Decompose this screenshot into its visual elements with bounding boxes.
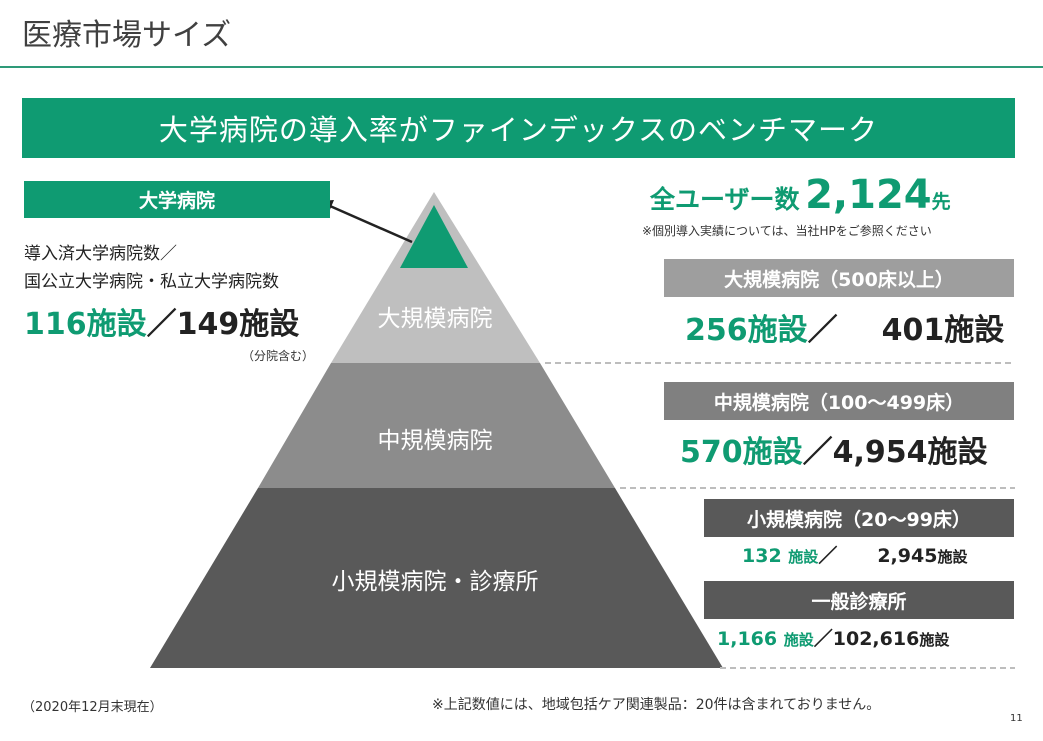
university-hospital-marker — [400, 205, 468, 268]
clinic-total-unit: 施設 — [919, 631, 950, 649]
clinic-total-num: 102,616 — [832, 628, 920, 650]
university-stats: 116施設／149施設 — [24, 299, 299, 343]
total-users-prefix: 全ユーザー数 — [650, 185, 800, 214]
pyramid-top-tier — [331, 192, 540, 363]
university-desc-line1: 導入済大学病院数／ — [24, 244, 177, 264]
banner: 大学病院の導入率がファインデックスのベンチマーク — [22, 98, 1015, 158]
title-divider — [0, 66, 1043, 68]
arrow-line — [329, 204, 413, 244]
clinic-label: 一般診療所 — [704, 581, 1014, 619]
medium-hospital-label: 中規模病院（100～499床） — [664, 382, 1014, 420]
pyramid-middle-tier — [258, 363, 615, 488]
large-total: 401施設 — [881, 313, 1005, 348]
large-hospital-stats: 256施設／ 401施設 — [685, 305, 1004, 349]
university-note: （分院含む） — [242, 349, 315, 363]
large-separator: ／ — [807, 313, 838, 348]
university-hospital-label: 大学病院 — [24, 181, 330, 218]
date-note: （2020年12月末現在） — [22, 700, 163, 715]
university-separator: ／ — [146, 307, 177, 342]
university-adopted-count: 116施設 — [24, 307, 147, 342]
medium-hospital-stats: 570施設／4,954施設 — [680, 427, 988, 471]
small-hospital-stats: 132 施設／ 2,945施設 — [742, 541, 967, 568]
total-users-suffix: 先 — [931, 191, 951, 213]
small-total-num: 2,945 — [877, 545, 938, 567]
university-desc-line2: 国公立大学病院・私立大学病院数 — [24, 272, 279, 292]
small-total-unit: 施設 — [937, 548, 968, 566]
clinic-separator: ／ — [813, 628, 833, 650]
medium-total: 4,954施設 — [832, 435, 988, 470]
medium-separator: ／ — [802, 435, 833, 470]
page-number: 11 — [1010, 713, 1023, 724]
university-total-count: 149施設 — [176, 307, 300, 342]
small-hospital-label: 小規模病院（20～99床） — [704, 499, 1014, 537]
pyramid-top-label: 大規模病院 — [377, 306, 493, 332]
pyramid-bottom-tier — [150, 488, 723, 668]
large-adopted: 256施設 — [685, 313, 808, 348]
clinic-stats: 1,166 施設／102,616施設 — [717, 624, 949, 651]
medium-adopted: 570施設 — [680, 435, 803, 470]
small-adopted-num: 132 — [742, 545, 782, 567]
exclusion-note: ※上記数値には、地域包括ケア関連製品：20件は含まれておりません。 — [432, 697, 881, 713]
small-adopted-unit: 施設 — [788, 548, 819, 566]
small-separator: ／ — [818, 545, 838, 567]
total-users-count: 2,124 — [805, 172, 932, 218]
total-users: 全ユーザー数 2,124先 — [650, 172, 951, 218]
total-users-note: ※個別導入実績については、当社HPをご参照ください — [642, 224, 932, 238]
pyramid-middle-label: 中規模病院 — [377, 428, 493, 454]
page-title: 医療市場サイズ — [22, 18, 232, 53]
clinic-adopted-num: 1,166 — [717, 628, 778, 650]
large-hospital-label: 大規模病院（500床以上） — [664, 259, 1014, 297]
clinic-adopted-unit: 施設 — [783, 631, 814, 649]
pyramid-bottom-label: 小規模病院・診療所 — [331, 569, 539, 595]
